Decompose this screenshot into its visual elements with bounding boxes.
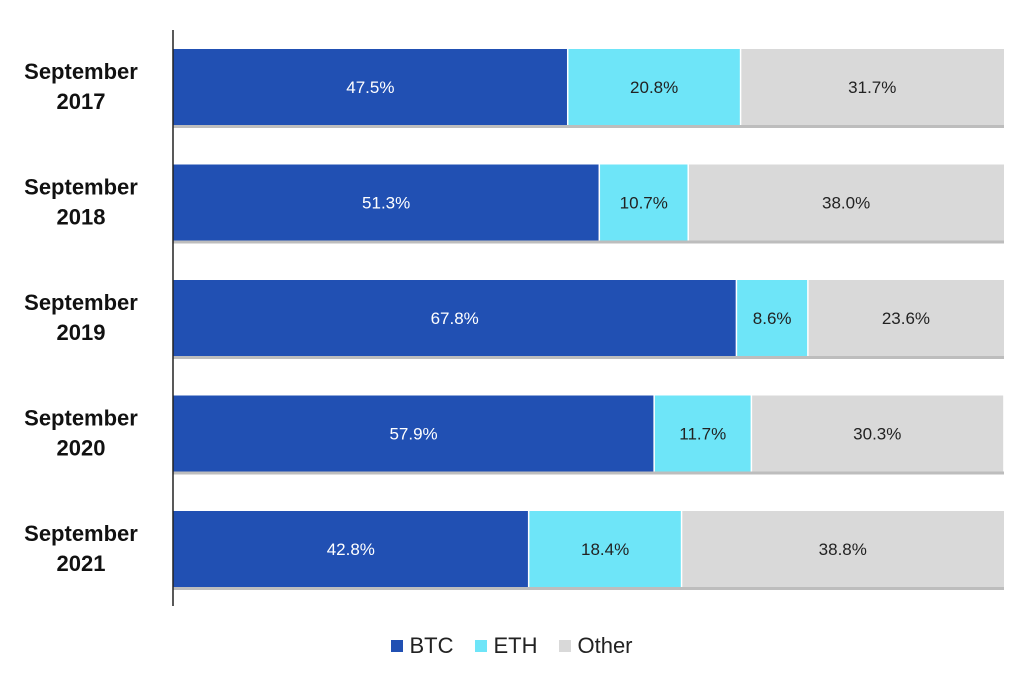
data-label-btc-september-2018: 51.3%	[362, 194, 410, 213]
bar-other-september-2018	[688, 164, 1004, 241]
data-label-btc-september-2020: 57.9%	[389, 425, 437, 444]
bar-shadow-september-2020	[173, 471, 1004, 475]
legend-swatch-other	[559, 640, 572, 652]
data-label-other-september-2018: 38.0%	[822, 194, 870, 213]
legend-item-eth: ETH	[475, 633, 537, 659]
data-label-btc-september-2019: 67.8%	[431, 309, 479, 328]
data-label-eth-september-2018: 10.7%	[620, 194, 668, 213]
data-label-eth-september-2017: 20.8%	[630, 78, 678, 97]
legend-swatch-btc	[391, 640, 404, 652]
legend-swatch-eth	[475, 640, 488, 652]
category-label-september-2017: September 2017	[24, 59, 138, 114]
bar-eth-september-2021	[528, 511, 682, 587]
bar-btc-september-2019	[173, 280, 737, 356]
data-label-eth-september-2021: 18.4%	[581, 540, 629, 559]
bar-shadow-september-2018	[173, 240, 1004, 244]
bar-other-september-2017	[740, 49, 1004, 125]
category-label-september-2020: September 2020	[24, 406, 138, 461]
bar-eth-september-2020	[654, 395, 752, 472]
legend-item-other: Other	[559, 633, 633, 659]
data-label-btc-september-2017: 47.5%	[346, 78, 394, 97]
data-label-other-september-2019: 23.6%	[882, 309, 930, 328]
bar-btc-september-2017	[173, 49, 568, 125]
bar-shadow-september-2021	[173, 587, 1004, 590]
bar-eth-september-2019	[736, 280, 808, 356]
bar-eth-september-2018	[599, 164, 689, 241]
stacked-bar-chart: 47.5% 20.8% 31.7% September 2017 51.3% 10.7% 38…	[24, 30, 1004, 606]
bar-shadow-september-2019	[173, 356, 1004, 359]
bar-btc-september-2020	[173, 395, 655, 472]
bar-other-september-2021	[681, 511, 1004, 587]
bar-other-september-2019	[807, 280, 1004, 356]
bar-eth-september-2017	[567, 49, 741, 125]
data-label-eth-september-2019: 8.6%	[753, 309, 792, 328]
category-label-september-2019: September 2019	[24, 290, 138, 345]
category-label-september-2021: September 2021	[24, 521, 138, 576]
data-label-eth-september-2020: 11.7%	[679, 425, 726, 444]
legend: BTC ETH Other	[0, 628, 1024, 664]
legend-label-other: Other	[577, 633, 633, 658]
legend-label-eth: ETH	[493, 633, 538, 658]
legend-item-btc: BTC	[391, 633, 453, 659]
data-label-other-september-2021: 38.8%	[819, 540, 867, 559]
data-label-other-september-2020: 30.3%	[853, 425, 901, 444]
data-label-btc-september-2021: 42.8%	[327, 540, 375, 559]
bar-other-september-2020	[751, 395, 1004, 472]
legend-label-btc: BTC	[409, 633, 454, 658]
data-label-other-september-2017: 31.7%	[848, 78, 896, 97]
bar-btc-september-2021	[173, 511, 529, 587]
category-label-september-2018: September 2018	[24, 175, 138, 230]
bar-btc-september-2018	[173, 164, 600, 241]
bar-shadow-september-2017	[173, 125, 1004, 128]
